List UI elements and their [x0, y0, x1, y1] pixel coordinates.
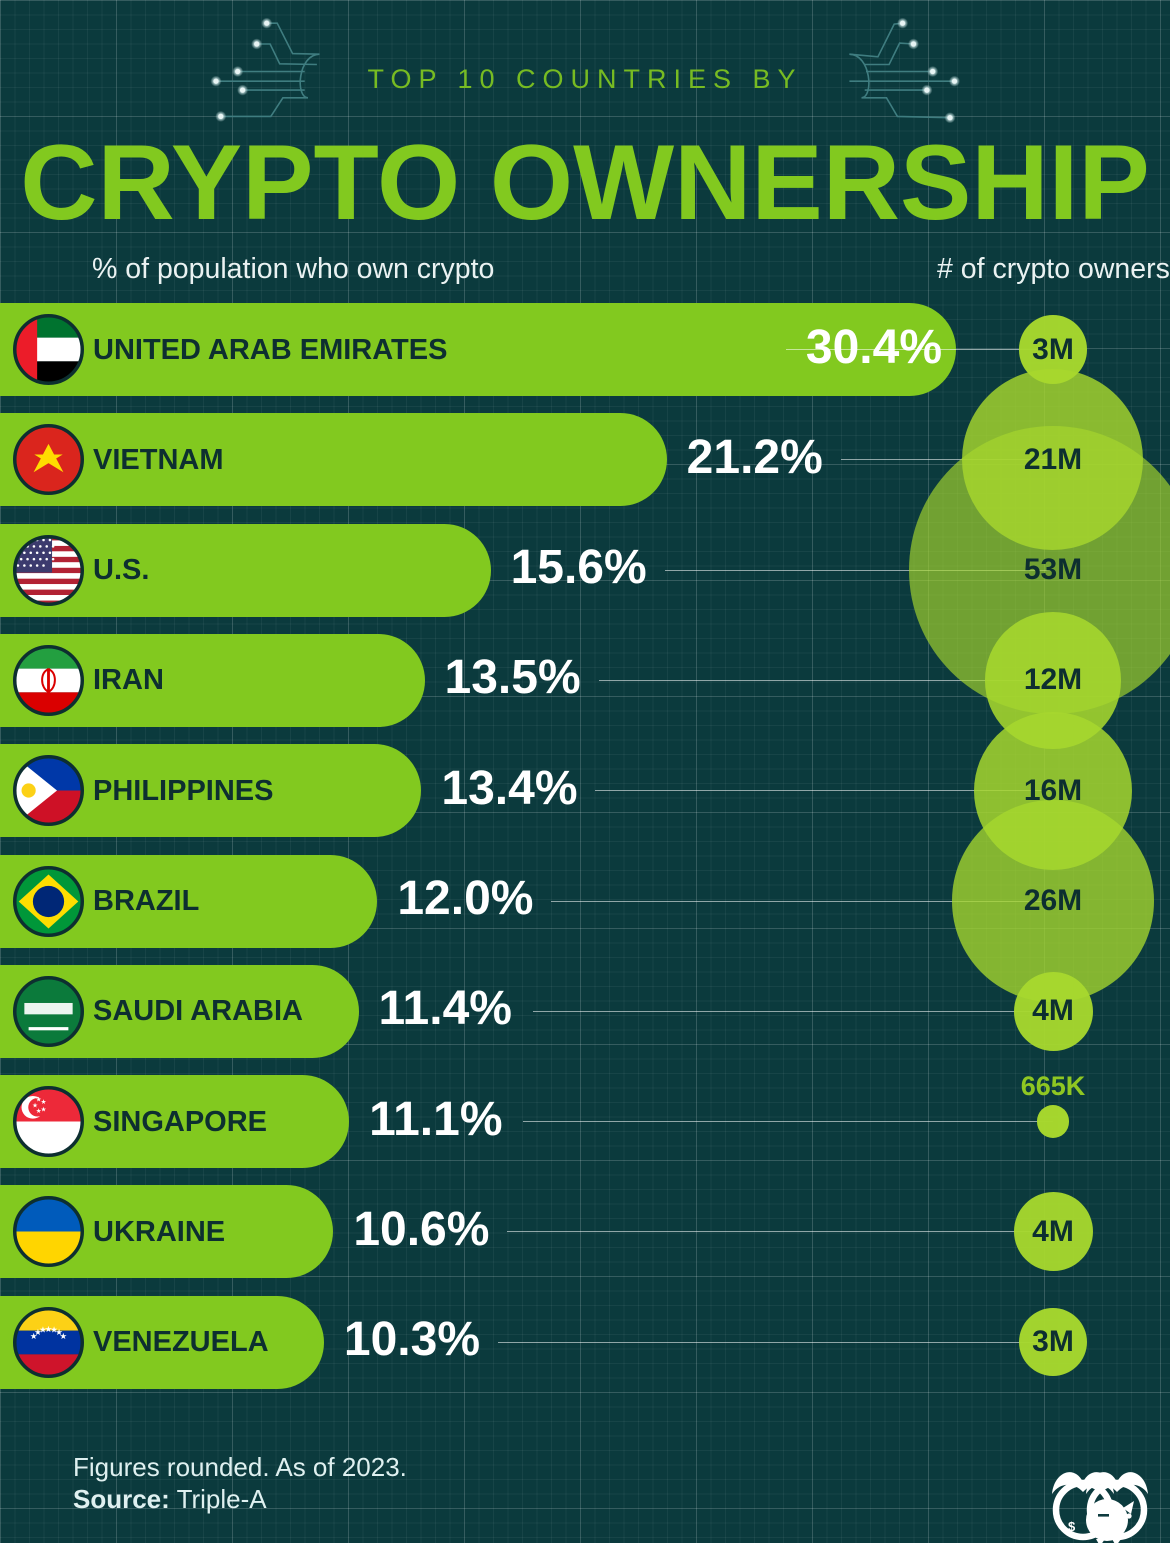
- svg-text:$: $: [1068, 1519, 1076, 1534]
- svg-text:★: ★: [41, 1099, 47, 1106]
- svg-text:★: ★: [59, 1330, 67, 1340]
- svg-text:★: ★: [41, 1107, 47, 1114]
